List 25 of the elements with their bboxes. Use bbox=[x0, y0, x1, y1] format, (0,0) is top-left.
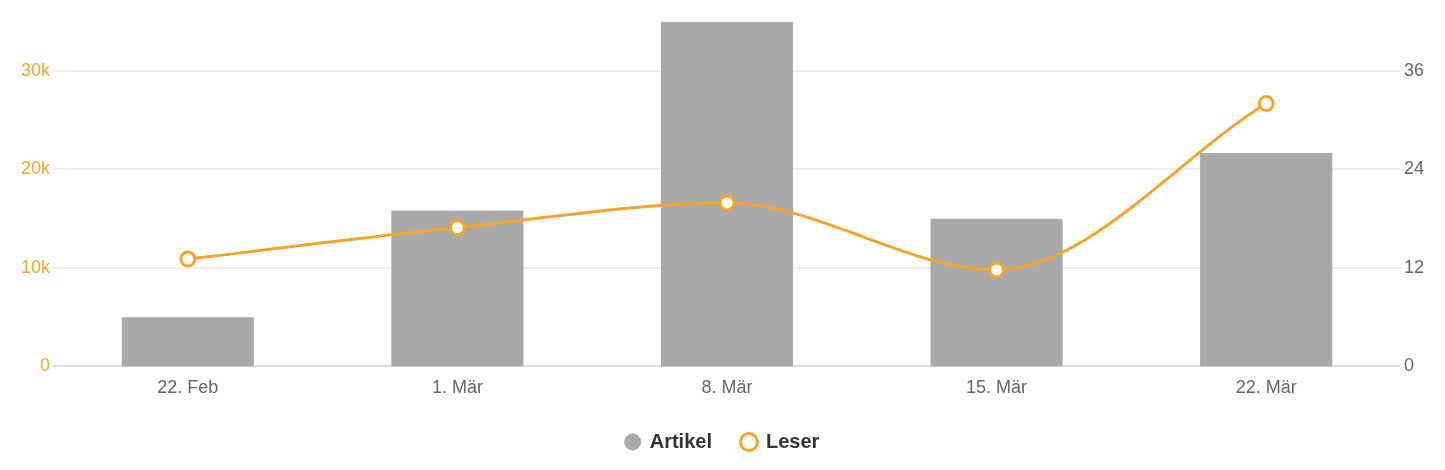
bar bbox=[391, 210, 524, 367]
y2-tick-label: 36 bbox=[1403, 60, 1425, 80]
x-tick-label: 22. Feb bbox=[157, 377, 219, 398]
point bbox=[448, 219, 466, 237]
bar bbox=[121, 317, 254, 367]
legend-label: Leser bbox=[765, 429, 820, 452]
point bbox=[179, 250, 197, 268]
legend-label: Artikel bbox=[649, 429, 712, 452]
x-tick-label: 15. Mär bbox=[966, 377, 1028, 398]
point bbox=[1257, 95, 1275, 113]
y-tick-label: 30k bbox=[20, 60, 52, 80]
bar bbox=[930, 218, 1063, 367]
y2-tick-label: 24 bbox=[1403, 158, 1425, 179]
y-tick-label: 0 bbox=[40, 355, 51, 376]
y2-tick-label: 12 bbox=[1403, 256, 1425, 277]
y-tick-label: 10k bbox=[20, 256, 52, 277]
point bbox=[988, 261, 1006, 279]
bar bbox=[660, 21, 794, 367]
point bbox=[718, 194, 736, 212]
y2-tick-label: 0 bbox=[1403, 355, 1414, 376]
bar bbox=[1200, 153, 1333, 367]
y-tick-label: 20k bbox=[20, 158, 52, 179]
x-tick-label: 8. Mär bbox=[701, 377, 753, 398]
x-tick-label: 22. Mär bbox=[1235, 377, 1297, 398]
x-tick-label: 1. Mär bbox=[431, 377, 483, 398]
